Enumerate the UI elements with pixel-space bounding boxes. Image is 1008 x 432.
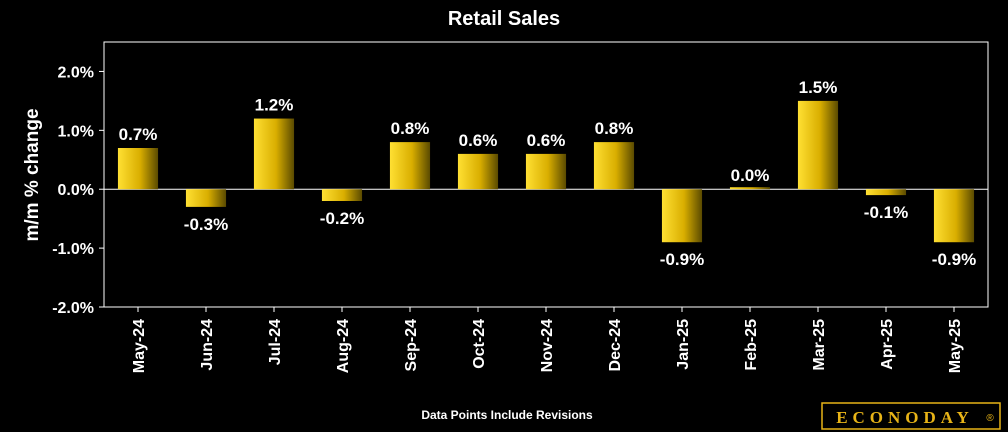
y-tick-label: -1.0% [52, 241, 94, 258]
data-label: 0.7% [119, 125, 158, 144]
brand-name: ECONODAY [836, 408, 974, 427]
x-tick-label: Dec-24 [607, 319, 624, 372]
x-tick-label: Jan-25 [675, 319, 692, 370]
x-tick-label: Feb-25 [743, 319, 760, 371]
data-label: -0.9% [932, 250, 976, 269]
x-tick-label: Oct-24 [471, 319, 488, 369]
bar-may-24 [117, 148, 159, 190]
bar-may-25 [933, 189, 975, 243]
x-tick-label: Apr-25 [879, 319, 896, 370]
bar-jul-24 [253, 118, 295, 190]
bars [117, 100, 975, 243]
x-tick-label: Jun-24 [199, 319, 216, 371]
bar-nov-24 [525, 153, 567, 190]
y-tick-label: 0.0% [58, 182, 94, 199]
bar-feb-25 [729, 187, 771, 190]
bar-mar-25 [797, 100, 839, 190]
chart-title: Retail Sales [448, 8, 560, 30]
x-tick-label: May-24 [131, 319, 148, 373]
data-label: -0.3% [184, 215, 228, 234]
x-tick-label: Nov-24 [539, 319, 556, 372]
logo-box [821, 402, 1001, 430]
bar-oct-24 [457, 153, 499, 190]
x-tick-label: Sep-24 [403, 319, 420, 372]
data-label: -0.9% [660, 250, 704, 269]
data-label: 0.6% [459, 131, 498, 150]
y-tick-label: -2.0% [52, 300, 94, 317]
bar-sep-24 [389, 142, 431, 190]
data-labels: 0.7% -0.3% 1.2% -0.2% 0.8% 0.6% 0.6% 0.8% -0.9% 0… [119, 78, 977, 269]
data-label: -0.1% [864, 203, 908, 222]
data-label: -0.2% [320, 209, 364, 228]
registered-mark: ® [986, 413, 994, 424]
x-tick-label: May-25 [947, 319, 964, 373]
data-label: 0.0% [731, 166, 770, 185]
data-label: 1.5% [799, 78, 838, 97]
y-tick-label: 2.0% [58, 64, 94, 81]
x-tick-label: Mar-25 [811, 319, 828, 371]
x-tick-label: Aug-24 [335, 319, 352, 373]
bar-apr-25 [865, 189, 907, 196]
econoday-logo: ECONODAY ® [821, 402, 1001, 430]
bar-jun-24 [185, 189, 227, 207]
data-label: 0.8% [595, 119, 634, 138]
bar-aug-24 [321, 189, 363, 201]
data-label: 1.2% [255, 96, 294, 115]
y-tick-label: 1.0% [58, 123, 94, 140]
y-axis-label: m/m % change [22, 108, 43, 241]
bar-jan-25 [661, 189, 703, 243]
data-label: 0.8% [391, 119, 430, 138]
bar-dec-24 [593, 142, 635, 190]
data-label: 0.6% [527, 131, 566, 150]
x-axis: May-24 Jun-24 Jul-24 Aug-24 Sep-24 Oct-24 Nov-… [131, 307, 964, 373]
x-tick-label: Jul-24 [267, 319, 284, 365]
footnote: Data Points Include Revisions [421, 408, 593, 422]
y-axis: 2.0% 1.0% 0.0% -1.0% -2.0% [52, 64, 104, 317]
